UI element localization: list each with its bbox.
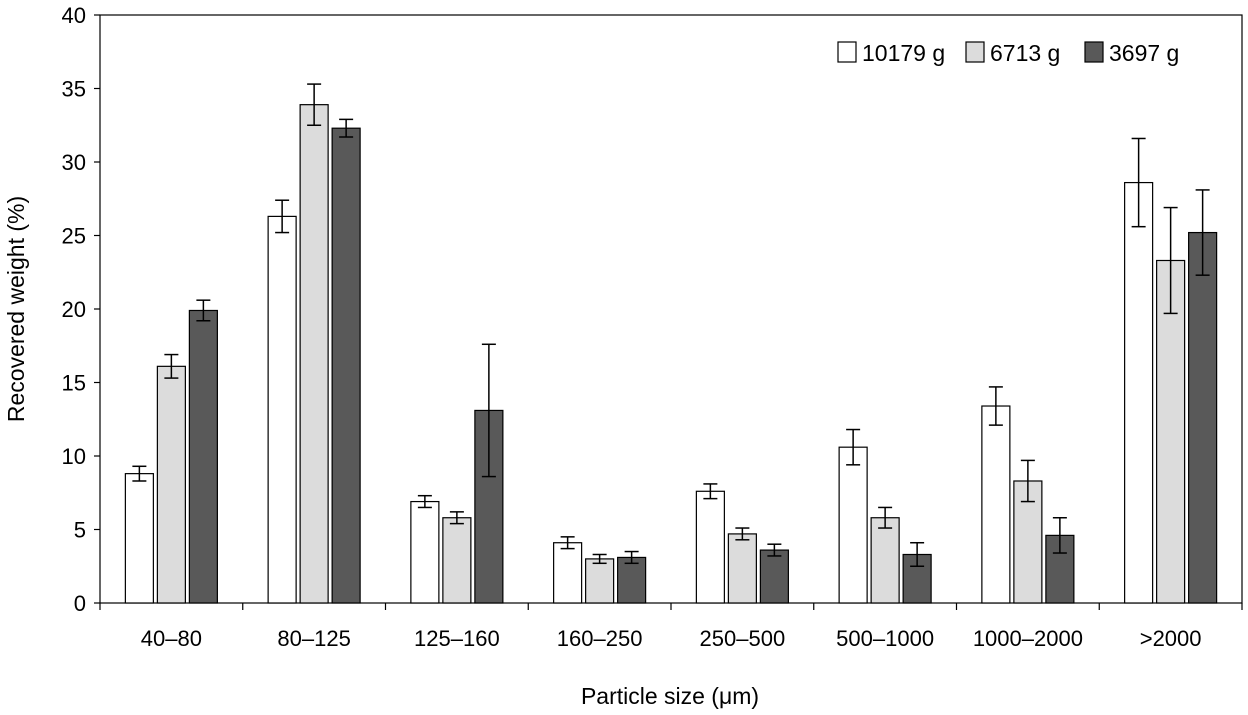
legend-swatch [965,41,985,63]
legend-swatch [837,41,857,63]
error-bars-layer [132,83,1210,567]
y-tick-label: 30 [62,150,86,175]
x-tick-label: 1000–2000 [973,626,1083,651]
legend: 10179 g 6713 g 3697 g [837,40,1179,66]
bar [585,558,615,604]
x-axis-title: Particle size (μm) [581,683,759,709]
y-tick-label: 25 [62,224,86,249]
bar [442,517,472,604]
bar [695,490,725,604]
bar [331,127,361,604]
bar [617,556,647,604]
y-tick-label: 20 [62,297,86,322]
bar [759,549,789,604]
bar [838,446,868,604]
y-tick-label: 15 [62,371,86,396]
x-tick-label: 500–1000 [836,626,934,651]
x-tick-label: 125–160 [414,626,500,651]
x-axis: 40–80 80–125 125–160 160–250 250–500 500–1000… [99,603,1243,651]
y-tick-label: 40 [62,3,86,28]
bar [1188,231,1218,604]
bar [727,533,757,604]
y-tick-label: 35 [62,77,86,102]
bar [410,500,440,604]
bar [267,215,297,604]
x-tick-label: >2000 [1140,626,1202,651]
bar [1156,259,1186,604]
y-tick-label: 10 [62,444,86,469]
y-axis-title: Recovered weight (%) [3,196,29,422]
y-axis: 0 5 10 15 20 25 30 35 40 [62,3,100,616]
y-tick-label: 0 [74,591,86,616]
legend-label: 10179 g [862,40,945,66]
bar [299,104,329,604]
bar [188,309,218,604]
x-tick-label: 80–125 [277,626,350,651]
bar [870,517,900,604]
bars-layer [124,104,1218,604]
bar [1124,181,1154,604]
legend-label: 6713 g [990,40,1060,66]
bar [981,405,1011,604]
bar [156,365,186,604]
bar [553,542,583,604]
x-tick-label: 250–500 [700,626,786,651]
x-tick-label: 160–250 [557,626,643,651]
y-tick-label: 5 [74,518,86,543]
x-tick-label: 40–80 [141,626,202,651]
legend-label: 3697 g [1109,40,1179,66]
bar [124,473,154,604]
legend-swatch [1084,41,1104,63]
